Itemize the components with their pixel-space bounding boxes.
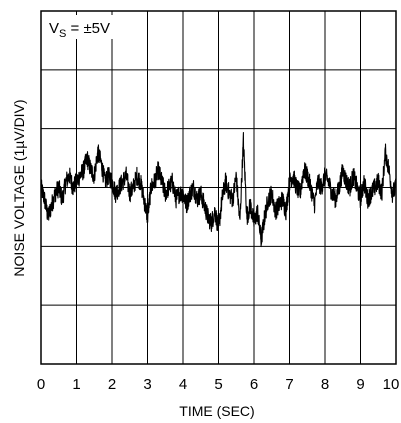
plot-grid xyxy=(40,10,397,365)
x-tick-label: 5 xyxy=(214,376,222,393)
x-axis-title: TIME (SEC) xyxy=(179,403,254,419)
annotation-main: V xyxy=(49,20,59,37)
noise-trace xyxy=(40,132,397,248)
annotation-subscript: S xyxy=(59,28,66,40)
x-tick-label: 8 xyxy=(321,376,329,393)
x-tick-label: 2 xyxy=(108,376,116,393)
annotation-background xyxy=(45,15,123,39)
x-tick-label: 0 xyxy=(37,376,45,393)
x-tick-label: 1 xyxy=(72,376,80,393)
x-tick-labels: 0 1 2 3 4 5 6 7 8 9 10 xyxy=(37,376,400,393)
supply-voltage-annotation: VS = ±5V xyxy=(49,20,110,40)
x-tick-label: 10 xyxy=(383,376,400,393)
x-tick-label: 7 xyxy=(285,376,293,393)
annotation-rest: = ±5V xyxy=(66,20,110,37)
x-tick-label: 6 xyxy=(250,376,258,393)
y-axis-title: NOISE VOLTAGE (1µV/DIV) xyxy=(11,99,27,276)
x-tick-label: 3 xyxy=(143,376,151,393)
x-tick-label: 9 xyxy=(356,376,364,393)
x-tick-label: 4 xyxy=(179,376,187,393)
